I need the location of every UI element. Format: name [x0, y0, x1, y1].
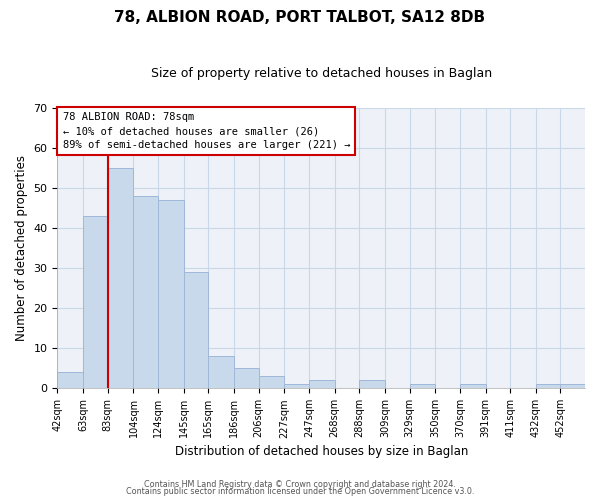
- Bar: [560, 384, 585, 388]
- Text: Contains HM Land Registry data © Crown copyright and database right 2024.: Contains HM Land Registry data © Crown c…: [144, 480, 456, 489]
- Bar: [309, 380, 335, 388]
- Bar: [133, 196, 158, 388]
- Bar: [410, 384, 436, 388]
- X-axis label: Distribution of detached houses by size in Baglan: Distribution of detached houses by size …: [175, 444, 468, 458]
- Bar: [184, 272, 208, 388]
- Bar: [208, 356, 234, 388]
- Text: 78 ALBION ROAD: 78sqm
← 10% of detached houses are smaller (26)
89% of semi-deta: 78 ALBION ROAD: 78sqm ← 10% of detached …: [62, 112, 350, 150]
- Bar: [158, 200, 184, 388]
- Bar: [234, 368, 259, 388]
- Bar: [284, 384, 309, 388]
- Bar: [536, 384, 560, 388]
- Title: Size of property relative to detached houses in Baglan: Size of property relative to detached ho…: [151, 68, 492, 80]
- Bar: [259, 376, 284, 388]
- Y-axis label: Number of detached properties: Number of detached properties: [15, 155, 28, 341]
- Text: 78, ALBION ROAD, PORT TALBOT, SA12 8DB: 78, ALBION ROAD, PORT TALBOT, SA12 8DB: [115, 10, 485, 25]
- Bar: [108, 168, 133, 388]
- Text: Contains public sector information licensed under the Open Government Licence v3: Contains public sector information licen…: [126, 488, 474, 496]
- Bar: [83, 216, 108, 388]
- Bar: [460, 384, 485, 388]
- Bar: [359, 380, 385, 388]
- Bar: [58, 372, 83, 388]
